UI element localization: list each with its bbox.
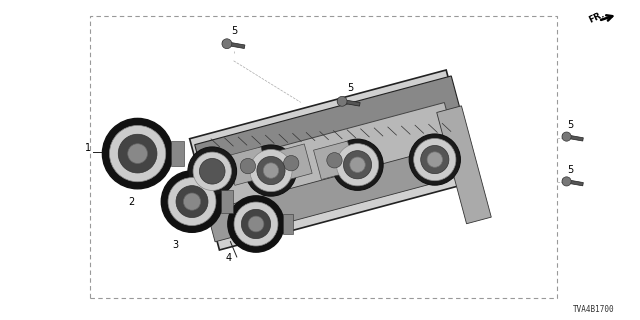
Polygon shape bbox=[283, 214, 293, 235]
Ellipse shape bbox=[228, 196, 284, 252]
Ellipse shape bbox=[193, 152, 232, 190]
Ellipse shape bbox=[263, 163, 278, 178]
Ellipse shape bbox=[337, 144, 379, 186]
Polygon shape bbox=[207, 142, 472, 242]
Ellipse shape bbox=[284, 156, 299, 171]
Ellipse shape bbox=[188, 147, 237, 196]
Ellipse shape bbox=[413, 139, 456, 181]
Text: 1: 1 bbox=[85, 143, 92, 153]
Polygon shape bbox=[436, 106, 492, 224]
Ellipse shape bbox=[245, 145, 296, 196]
Polygon shape bbox=[222, 41, 245, 49]
Ellipse shape bbox=[327, 153, 342, 168]
Bar bbox=[90, 16, 557, 298]
Polygon shape bbox=[270, 144, 312, 182]
Ellipse shape bbox=[118, 134, 157, 173]
Polygon shape bbox=[195, 76, 465, 194]
Ellipse shape bbox=[234, 202, 278, 246]
Ellipse shape bbox=[240, 158, 255, 174]
Polygon shape bbox=[314, 141, 355, 180]
Polygon shape bbox=[563, 179, 583, 186]
Text: FR.: FR. bbox=[588, 10, 606, 25]
Ellipse shape bbox=[427, 152, 442, 167]
Ellipse shape bbox=[409, 134, 460, 185]
Ellipse shape bbox=[332, 139, 383, 190]
Text: 5: 5 bbox=[568, 120, 574, 130]
Polygon shape bbox=[337, 99, 360, 106]
Ellipse shape bbox=[128, 144, 147, 164]
Ellipse shape bbox=[250, 149, 292, 192]
Text: 3: 3 bbox=[173, 240, 179, 250]
Polygon shape bbox=[563, 134, 583, 141]
Ellipse shape bbox=[200, 158, 225, 184]
Ellipse shape bbox=[222, 39, 232, 49]
Ellipse shape bbox=[248, 216, 264, 232]
Ellipse shape bbox=[176, 186, 208, 218]
Text: 5: 5 bbox=[347, 83, 353, 93]
Polygon shape bbox=[171, 141, 184, 166]
Ellipse shape bbox=[161, 171, 223, 232]
Ellipse shape bbox=[184, 193, 200, 210]
Ellipse shape bbox=[337, 96, 347, 106]
Ellipse shape bbox=[168, 178, 216, 226]
Ellipse shape bbox=[109, 125, 166, 182]
Ellipse shape bbox=[344, 151, 372, 179]
Text: 4: 4 bbox=[226, 253, 232, 263]
Text: TVA4B1700: TVA4B1700 bbox=[573, 305, 614, 314]
Ellipse shape bbox=[102, 118, 173, 189]
Ellipse shape bbox=[241, 209, 271, 239]
Ellipse shape bbox=[562, 132, 571, 141]
Polygon shape bbox=[221, 190, 233, 213]
Polygon shape bbox=[209, 102, 463, 234]
Ellipse shape bbox=[257, 156, 285, 185]
Text: 5: 5 bbox=[568, 165, 574, 175]
Ellipse shape bbox=[350, 157, 365, 172]
Ellipse shape bbox=[420, 146, 449, 174]
Text: 2: 2 bbox=[128, 197, 134, 207]
Ellipse shape bbox=[562, 177, 571, 186]
Text: 5: 5 bbox=[232, 26, 238, 36]
Polygon shape bbox=[227, 147, 269, 185]
Polygon shape bbox=[189, 70, 476, 250]
